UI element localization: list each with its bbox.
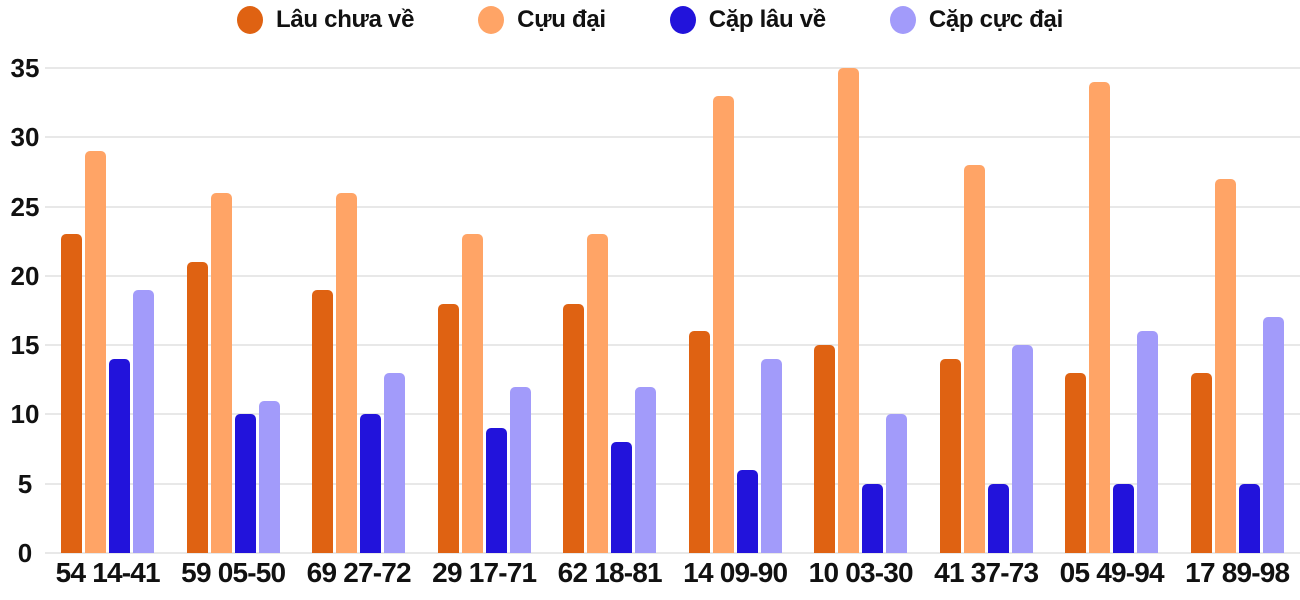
legend-item-series-3[interactable]: Cặp lâu về — [669, 6, 826, 34]
bar-cựu-đại[interactable] — [336, 192, 358, 553]
bar-cựu-đại[interactable] — [1214, 178, 1236, 553]
gridline-30 — [45, 136, 1300, 139]
y-tick-label: 35 — [10, 53, 40, 83]
y-tick-label: 10 — [10, 399, 40, 430]
bar-cựu-đại[interactable] — [963, 165, 985, 553]
bar-group-14-09-90 — [673, 68, 799, 553]
bar-cặp-cực-đại[interactable] — [133, 289, 155, 553]
legend-label: Cặp cực đại — [928, 6, 1063, 33]
bar-cặp-cực-đại[interactable] — [1011, 345, 1033, 553]
y-tick-label: 0 — [17, 538, 33, 568]
bar-lâu-chưa-về[interactable] — [563, 303, 585, 553]
bar-cặp-cực-đại[interactable] — [384, 372, 406, 553]
legend-label: Cặp lâu về — [708, 6, 826, 33]
gridline-0 — [45, 552, 1300, 554]
bar-cặp-cực-đại[interactable] — [509, 386, 531, 553]
x-tick-label: 54 14-41 — [55, 557, 161, 588]
legend: Lâu chưa về Cựu đại Cặp lâu về Cặp cực đại — [0, 6, 1300, 34]
bar-lâu-chưa-về[interactable] — [312, 289, 334, 553]
bar-cặp-cực-đại[interactable] — [1137, 331, 1159, 553]
bar-group-17-89-98 — [1175, 68, 1300, 553]
legend-swatch-icon — [237, 6, 264, 34]
bar-group-29-17-71 — [422, 68, 548, 553]
y-tick-label: 25 — [10, 191, 40, 222]
bar-cựu-đại[interactable] — [85, 151, 107, 553]
bar-cựu-đại[interactable] — [838, 68, 860, 553]
y-tick-label: 20 — [10, 260, 40, 291]
x-tick-label: 10 03-30 — [808, 557, 914, 588]
bar-cặp-lâu-về[interactable] — [485, 428, 507, 553]
bar-group-05-49-94 — [1049, 68, 1175, 553]
legend-swatch-icon — [669, 6, 696, 34]
gridline-35 — [45, 67, 1300, 69]
bar-lâu-chưa-về[interactable] — [1065, 372, 1087, 553]
bar-groups — [45, 68, 1300, 553]
bar-cặp-lâu-về[interactable] — [987, 483, 1009, 553]
x-axis: 54 14-41 59 05-50 69 27-72 29 17-71 62 18-81… — [45, 557, 1300, 589]
bar-lâu-chưa-về[interactable] — [1190, 372, 1212, 553]
x-tick-label: 29 17-71 — [432, 557, 537, 588]
bar-cặp-cực-đại[interactable] — [258, 400, 280, 553]
bar-cặp-cực-đại[interactable] — [1262, 317, 1284, 553]
gridline-10 — [45, 413, 1300, 416]
bar-cặp-cực-đại[interactable] — [760, 359, 782, 553]
bar-cặp-lâu-về[interactable] — [1113, 483, 1135, 553]
gridline-15 — [45, 344, 1300, 347]
x-tick-label: 69 27-72 — [306, 557, 412, 588]
bar-cặp-lâu-về[interactable] — [234, 414, 256, 553]
bar-lâu-chưa-về[interactable] — [437, 303, 459, 553]
bar-cặp-lâu-về[interactable] — [1238, 483, 1260, 553]
y-tick-label: 30 — [10, 122, 40, 153]
bar-cựu-đại[interactable] — [587, 234, 609, 553]
bar-cựu-đại[interactable] — [712, 95, 734, 553]
bar-group-54-14-41 — [45, 68, 171, 553]
x-tick-label: 05 49-94 — [1059, 557, 1165, 588]
bar-cặp-cực-đại[interactable] — [886, 414, 908, 553]
gridline-25 — [45, 205, 1300, 208]
bar-cựu-đại[interactable] — [1089, 81, 1111, 553]
legend-swatch-icon — [889, 6, 916, 34]
legend-item-series-1[interactable]: Lâu chưa về — [237, 6, 414, 34]
bar-cặp-lâu-về[interactable] — [611, 442, 633, 553]
plot-area — [45, 67, 1300, 554]
legend-item-series-2[interactable]: Cựu đại — [478, 6, 606, 34]
bar-lâu-chưa-về[interactable] — [814, 345, 836, 553]
bar-lâu-chưa-về[interactable] — [688, 331, 710, 553]
legend-item-series-4[interactable]: Cặp cực đại — [889, 6, 1063, 34]
x-tick-label: 14 09-90 — [683, 557, 788, 588]
gridline-20 — [45, 274, 1300, 277]
x-tick-label: 59 05-50 — [181, 557, 286, 588]
bar-cặp-cực-đại[interactable] — [635, 386, 657, 553]
legend-label: Cựu đại — [517, 6, 606, 33]
y-tick-label: 5 — [17, 468, 33, 499]
legend-label: Lâu chưa về — [276, 6, 415, 33]
bar-cựu-đại[interactable] — [210, 192, 232, 553]
y-axis: 0 5 10 15 20 25 30 35 — [0, 53, 50, 568]
bar-lâu-chưa-về[interactable] — [186, 262, 208, 553]
legend-swatch-icon — [478, 6, 505, 34]
x-tick-label: 62 18-81 — [557, 557, 663, 588]
x-tick-label: 41 37-73 — [934, 557, 1039, 588]
x-tick-label: 17 89-98 — [1185, 557, 1290, 588]
bar-cặp-lâu-về[interactable] — [862, 483, 884, 553]
bar-cặp-lâu-về[interactable] — [736, 469, 758, 553]
bar-cặp-lâu-về[interactable] — [109, 359, 131, 553]
bar-group-10-03-30 — [798, 68, 924, 553]
bar-lâu-chưa-về[interactable] — [61, 234, 83, 553]
bar-group-59-05-50 — [171, 68, 297, 553]
bar-group-69-27-72 — [296, 68, 422, 553]
y-tick-label: 15 — [10, 330, 40, 361]
bar-lâu-chưa-về[interactable] — [939, 359, 961, 553]
gridline-5 — [45, 482, 1300, 485]
bar-cặp-lâu-về[interactable] — [360, 414, 382, 553]
bar-group-41-37-73 — [924, 68, 1050, 553]
bar-cựu-đại[interactable] — [461, 234, 483, 553]
bar-group-62-18-81 — [547, 68, 673, 553]
